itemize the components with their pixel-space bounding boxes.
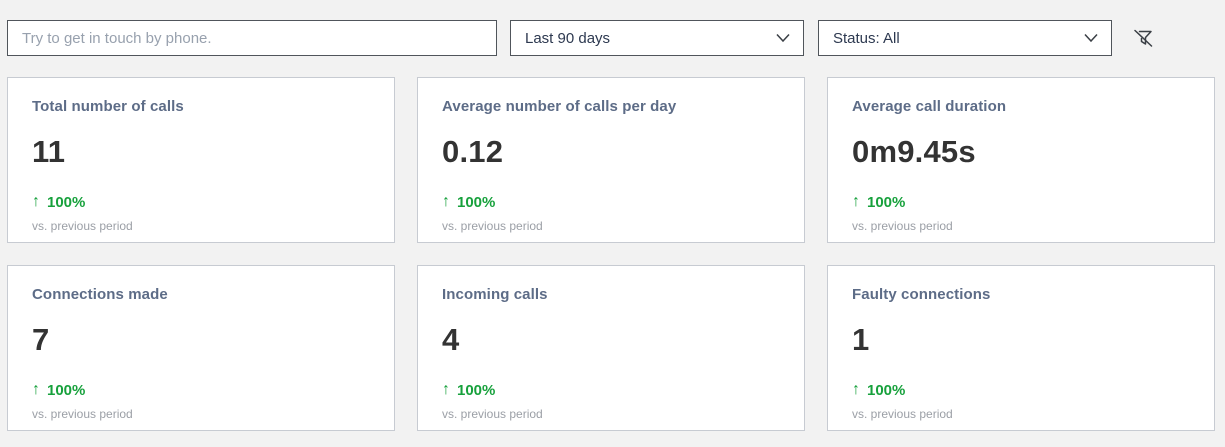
chevron-down-icon: [776, 33, 790, 43]
trend-up-arrow-icon: ↑: [442, 381, 450, 398]
trend-up-arrow-icon: ↑: [32, 381, 40, 398]
stat-card-connections-made: Connections made 7 ↑ 100% vs. previous p…: [7, 265, 395, 431]
filter-bar: Last 90 days Status: All: [7, 20, 1215, 56]
trend-caption: vs. previous period: [32, 407, 133, 421]
trend-up-arrow-icon: ↑: [32, 193, 40, 210]
stat-title: Incoming calls: [442, 286, 548, 303]
trend-percent: 100%: [867, 381, 906, 399]
trend-indicator: ↑ 100%: [442, 194, 780, 210]
trend-caption: vs. previous period: [852, 407, 953, 421]
trend-caption: vs. previous period: [852, 219, 953, 233]
status-value: Status: All: [833, 29, 900, 47]
date-range-value: Last 90 days: [525, 29, 611, 47]
stat-card-faulty-connections: Faulty connections 1 ↑ 100% vs. previous…: [827, 265, 1215, 431]
trend-caption: vs. previous period: [32, 219, 133, 233]
stat-value: 1: [852, 322, 870, 357]
date-range-dropdown[interactable]: Last 90 days: [510, 20, 804, 56]
trend-up-arrow-icon: ↑: [852, 193, 860, 210]
trend-percent: 100%: [47, 193, 86, 211]
stat-card-incoming-calls: Incoming calls 4 ↑ 100% vs. previous per…: [417, 265, 805, 431]
filter-off-icon: [1134, 29, 1153, 47]
trend-up-arrow-icon: ↑: [442, 193, 450, 210]
stat-title: Average number of calls per day: [442, 98, 677, 115]
stat-value: 0.12: [442, 134, 504, 169]
trend-indicator: ↑ 100%: [852, 382, 1190, 398]
trend-up-arrow-icon: ↑: [852, 381, 860, 398]
trend-percent: 100%: [457, 193, 496, 211]
clear-filters-button[interactable]: [1129, 24, 1157, 52]
search-input[interactable]: [7, 20, 497, 56]
status-dropdown[interactable]: Status: All: [818, 20, 1112, 56]
stat-value: 11: [32, 134, 66, 169]
trend-percent: 100%: [47, 381, 86, 399]
trend-percent: 100%: [867, 193, 906, 211]
stat-card-avg-calls-per-day: Average number of calls per day 0.12 ↑ 1…: [417, 77, 805, 243]
trend-indicator: ↑ 100%: [442, 382, 780, 398]
stat-card-avg-call-duration: Average call duration 0m9.45s ↑ 100% vs.…: [827, 77, 1215, 243]
stat-title: Total number of calls: [32, 98, 184, 115]
stat-value: 0m9.45s: [852, 134, 976, 169]
trend-percent: 100%: [457, 381, 496, 399]
trend-indicator: ↑ 100%: [32, 382, 370, 398]
stat-card-total-calls: Total number of calls 11 ↑ 100% vs. prev…: [7, 77, 395, 243]
stat-title: Connections made: [32, 286, 168, 303]
trend-caption: vs. previous period: [442, 219, 543, 233]
stat-title: Average call duration: [852, 98, 1007, 115]
stat-title: Faulty connections: [852, 286, 991, 303]
stat-cards-grid: Total number of calls 11 ↑ 100% vs. prev…: [7, 77, 1215, 431]
trend-indicator: ↑ 100%: [852, 194, 1190, 210]
chevron-down-icon: [1084, 33, 1098, 43]
stat-value: 4: [442, 322, 460, 357]
stat-value: 7: [32, 322, 50, 357]
trend-caption: vs. previous period: [442, 407, 543, 421]
trend-indicator: ↑ 100%: [32, 194, 370, 210]
